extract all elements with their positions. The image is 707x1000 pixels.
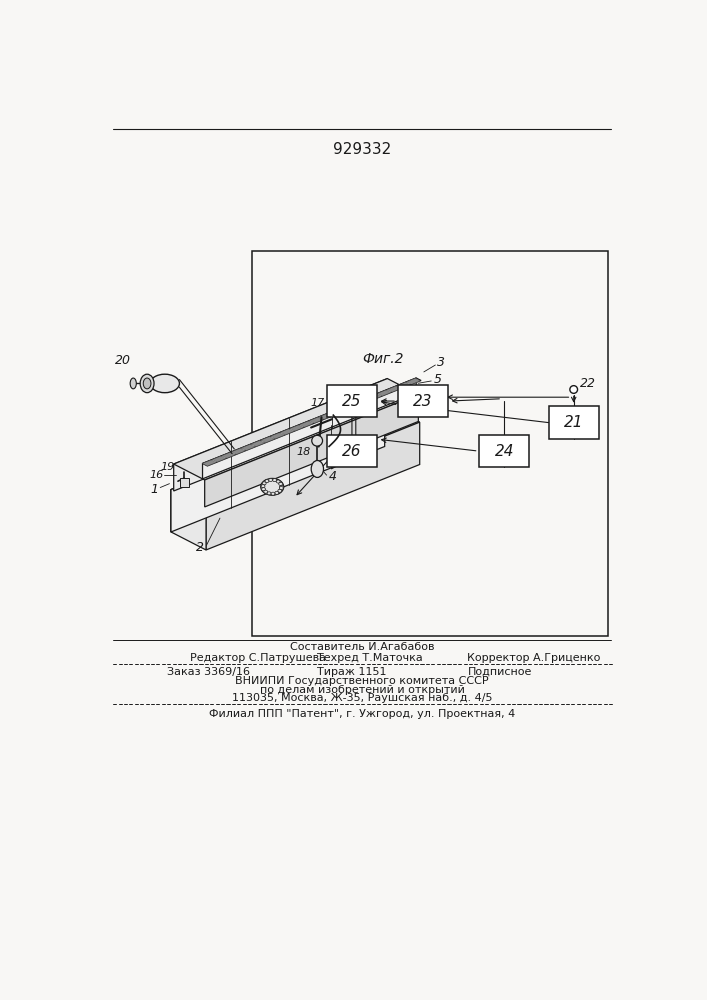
Ellipse shape (262, 482, 266, 485)
Polygon shape (387, 386, 401, 392)
Polygon shape (368, 394, 381, 400)
Polygon shape (310, 417, 323, 423)
Text: Редактор С.Патрушева: Редактор С.Патрушева (190, 653, 326, 663)
Text: 25: 25 (342, 394, 362, 409)
Bar (327, 435, 377, 467)
Ellipse shape (140, 374, 154, 393)
Text: 20: 20 (115, 354, 132, 367)
Polygon shape (290, 425, 303, 431)
Text: Корректор А.Гриценко: Корректор А.Гриценко (467, 653, 601, 663)
Ellipse shape (264, 490, 268, 493)
Text: 24: 24 (495, 444, 514, 459)
Text: 113035, Москва, Ж-35, Раушская наб., д. 4/5: 113035, Москва, Ж-35, Раушская наб., д. … (232, 693, 492, 703)
Ellipse shape (279, 482, 283, 485)
Polygon shape (174, 379, 387, 491)
Polygon shape (174, 379, 419, 480)
Text: 4: 4 (329, 470, 337, 483)
Polygon shape (205, 395, 419, 507)
Ellipse shape (262, 488, 265, 491)
Ellipse shape (144, 378, 151, 389)
Polygon shape (349, 402, 362, 408)
Text: по делам изобретений и открытий: по делам изобретений и открытий (259, 685, 464, 695)
Ellipse shape (265, 480, 269, 483)
Polygon shape (202, 378, 416, 479)
Text: 18: 18 (296, 447, 310, 457)
Polygon shape (222, 452, 235, 458)
Text: Филиал ППП "Патент", г. Ужгород, ул. Проектная, 4: Филиал ППП "Патент", г. Ужгород, ул. Про… (209, 709, 515, 719)
Polygon shape (212, 456, 226, 462)
Text: ВНИИПИ Государственного комитета СССР: ВНИИПИ Государственного комитета СССР (235, 676, 489, 686)
Polygon shape (358, 398, 371, 404)
Text: 23: 23 (413, 394, 433, 409)
Polygon shape (171, 490, 206, 550)
Ellipse shape (273, 479, 276, 482)
Polygon shape (261, 437, 274, 443)
Polygon shape (300, 421, 313, 427)
Bar (327, 385, 377, 417)
Text: 21: 21 (564, 415, 583, 430)
Ellipse shape (278, 489, 281, 492)
Polygon shape (171, 404, 385, 532)
Ellipse shape (271, 492, 275, 495)
Text: 1: 1 (150, 483, 158, 496)
Polygon shape (378, 390, 391, 396)
Polygon shape (241, 444, 255, 450)
Bar (398, 385, 448, 417)
Ellipse shape (279, 485, 284, 488)
Ellipse shape (279, 486, 284, 490)
Text: 17: 17 (310, 398, 325, 408)
Polygon shape (171, 404, 420, 508)
Text: Составитель И.Агабабов: Составитель И.Агабабов (290, 642, 434, 652)
Bar (252, 251, 607, 636)
Text: 3: 3 (437, 356, 445, 369)
Polygon shape (280, 429, 294, 435)
Polygon shape (202, 378, 421, 466)
Polygon shape (232, 448, 245, 454)
Bar (549, 406, 599, 439)
Bar (180, 478, 189, 487)
Text: 26: 26 (342, 444, 362, 459)
Polygon shape (329, 409, 342, 415)
Polygon shape (206, 422, 420, 550)
Text: Техред Т.Маточка: Техред Т.Маточка (317, 653, 423, 663)
Text: Тираж 1151: Тираж 1151 (317, 667, 387, 677)
Polygon shape (319, 413, 333, 419)
Ellipse shape (150, 374, 180, 393)
Ellipse shape (130, 378, 136, 389)
Polygon shape (171, 404, 385, 532)
Polygon shape (202, 460, 216, 466)
Ellipse shape (311, 461, 324, 477)
Text: 2: 2 (197, 541, 204, 554)
Text: Заказ 3369/16: Заказ 3369/16 (167, 667, 250, 677)
Ellipse shape (261, 478, 284, 495)
Ellipse shape (261, 485, 265, 488)
Text: Подписное: Подписное (467, 667, 532, 677)
Circle shape (570, 386, 578, 393)
Text: 16: 16 (149, 470, 163, 480)
Bar (479, 435, 530, 467)
Polygon shape (407, 378, 420, 384)
Ellipse shape (267, 492, 271, 495)
Polygon shape (397, 382, 410, 388)
Polygon shape (251, 441, 264, 447)
Text: Фиг.2: Фиг.2 (362, 352, 404, 366)
Circle shape (312, 435, 322, 446)
Ellipse shape (275, 491, 279, 494)
Ellipse shape (269, 478, 273, 482)
Polygon shape (339, 406, 352, 412)
Text: 929332: 929332 (333, 142, 391, 157)
Ellipse shape (276, 480, 280, 483)
Text: 19: 19 (160, 462, 175, 472)
Text: 22: 22 (580, 377, 595, 390)
Text: 5: 5 (433, 373, 441, 386)
Polygon shape (271, 433, 284, 439)
